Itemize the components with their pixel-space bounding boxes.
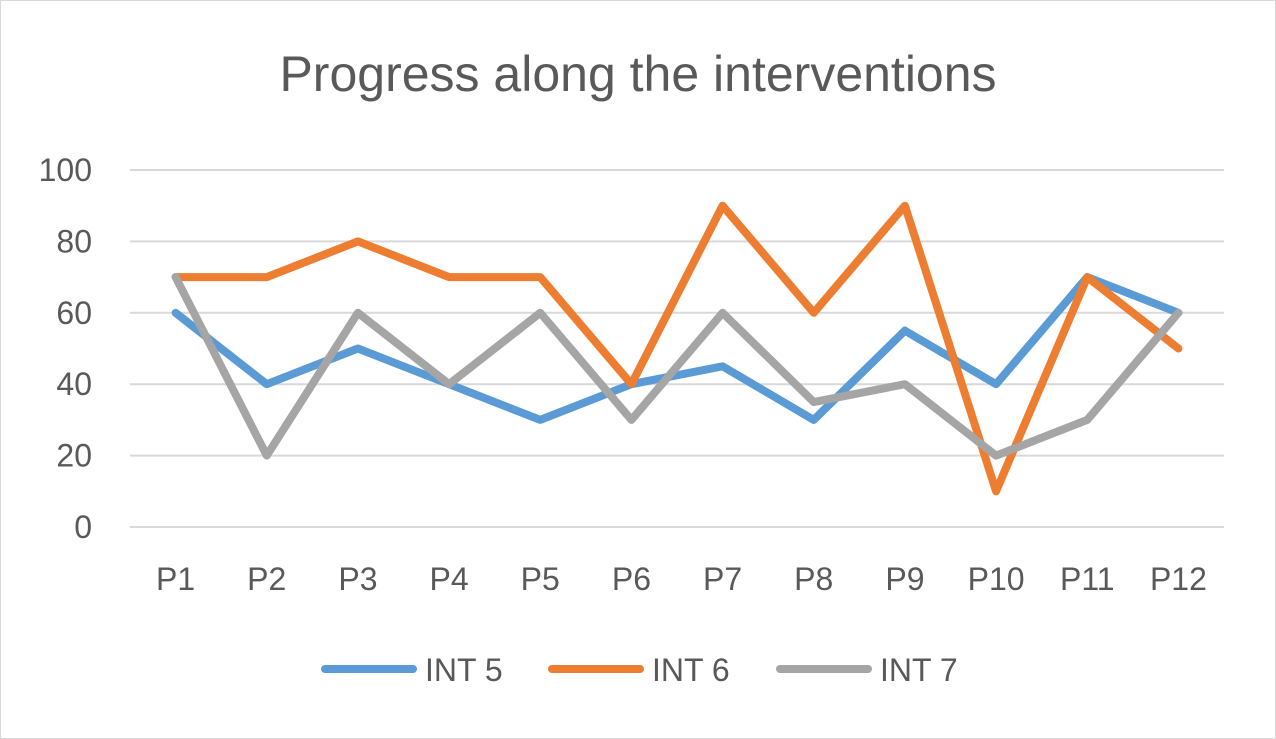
legend-label: INT 5: [425, 652, 503, 688]
x-tick-label: P9: [885, 561, 924, 597]
y-tick-label: 0: [74, 509, 92, 545]
series-line-int-5: [171, 273, 1183, 424]
x-tick-label: P11: [1060, 561, 1115, 597]
y-tick-label: 60: [56, 295, 92, 331]
series-line-int-7: [171, 273, 1183, 460]
x-tick-label: P10: [968, 561, 1025, 597]
y-tick-label: 80: [56, 223, 92, 259]
series-lines: [171, 201, 1183, 496]
x-tick-label: P6: [612, 561, 651, 597]
x-tick-label: P5: [521, 561, 560, 597]
y-tick-label: 100: [39, 152, 92, 188]
x-tick-label: P7: [703, 561, 742, 597]
legend-label: INT 6: [652, 652, 730, 688]
x-tick-label: P12: [1150, 561, 1207, 597]
y-tick-label: 20: [56, 438, 92, 474]
x-tick-label: P8: [794, 561, 833, 597]
chart-title: Progress along the interventions: [279, 46, 997, 102]
x-tick-label: P2: [247, 561, 286, 597]
series-line-int-6: [171, 201, 1183, 496]
x-axis-tick-labels: P1 P2 P3 P4 P5 P6 P7 P8 P9 P10 P11 P12: [156, 561, 1207, 597]
x-tick-label: P4: [430, 561, 469, 597]
y-axis-tick-labels: 0 20 40 60 80 100: [39, 152, 92, 545]
x-tick-label: P1: [156, 561, 195, 597]
legend-label: INT 7: [880, 652, 958, 688]
x-tick-label: P3: [338, 561, 377, 597]
y-tick-label: 40: [56, 366, 92, 402]
legend: INT 5 INT 6 INT 7: [321, 652, 958, 688]
